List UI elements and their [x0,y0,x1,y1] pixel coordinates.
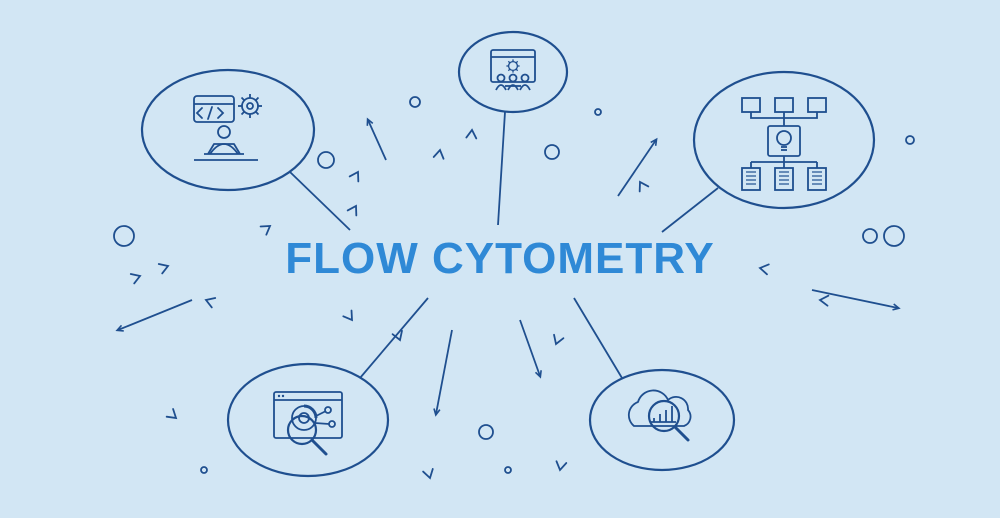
decor-arrow [812,290,898,308]
decor-circle [114,226,134,246]
decor-tick [261,222,273,235]
connector-cloud [574,298,622,378]
decor-arrow [118,300,192,330]
decor-circle [479,425,493,439]
decor-tick [343,311,356,323]
decor-arrow [368,120,386,160]
decor-circle [906,136,914,144]
decor-circle [545,145,559,159]
decor-tick [551,335,563,346]
decor-tick [348,204,361,216]
bubble-dev [142,70,314,190]
decor-circle [884,226,904,246]
decor-arrow [436,330,452,414]
decor-tick [820,295,829,306]
decor-tick [466,130,477,139]
bubble-cloud [590,370,734,470]
decor-tick [759,263,769,274]
bubble-team [459,32,567,112]
decor-circle [201,467,207,473]
decor-circle [505,467,511,473]
decor-arrow [618,140,656,196]
decor-tick [350,170,363,182]
decor-tick [555,461,566,471]
infographic-canvas: FLOW CYTOMETRY [0,0,1000,518]
bubble-org [694,72,874,208]
main-title: FLOW CYTOMETRY [285,234,715,284]
decor-tick [159,261,170,273]
decor-tick [423,469,435,479]
decor-circle [863,229,877,243]
connector-team [498,112,505,225]
decor-arrow [520,320,540,376]
decor-tick [131,271,142,283]
decor-tick [204,295,215,307]
decor-tick [167,409,180,422]
decor-tick [636,180,649,192]
decor-circle [595,109,601,115]
connector-dev [290,172,350,230]
connector-analytics [360,298,428,378]
decor-circle [318,152,334,168]
decor-tick [434,149,445,159]
bubble-analytics [228,364,388,476]
decor-circle [410,97,420,107]
connector-org [662,188,718,232]
